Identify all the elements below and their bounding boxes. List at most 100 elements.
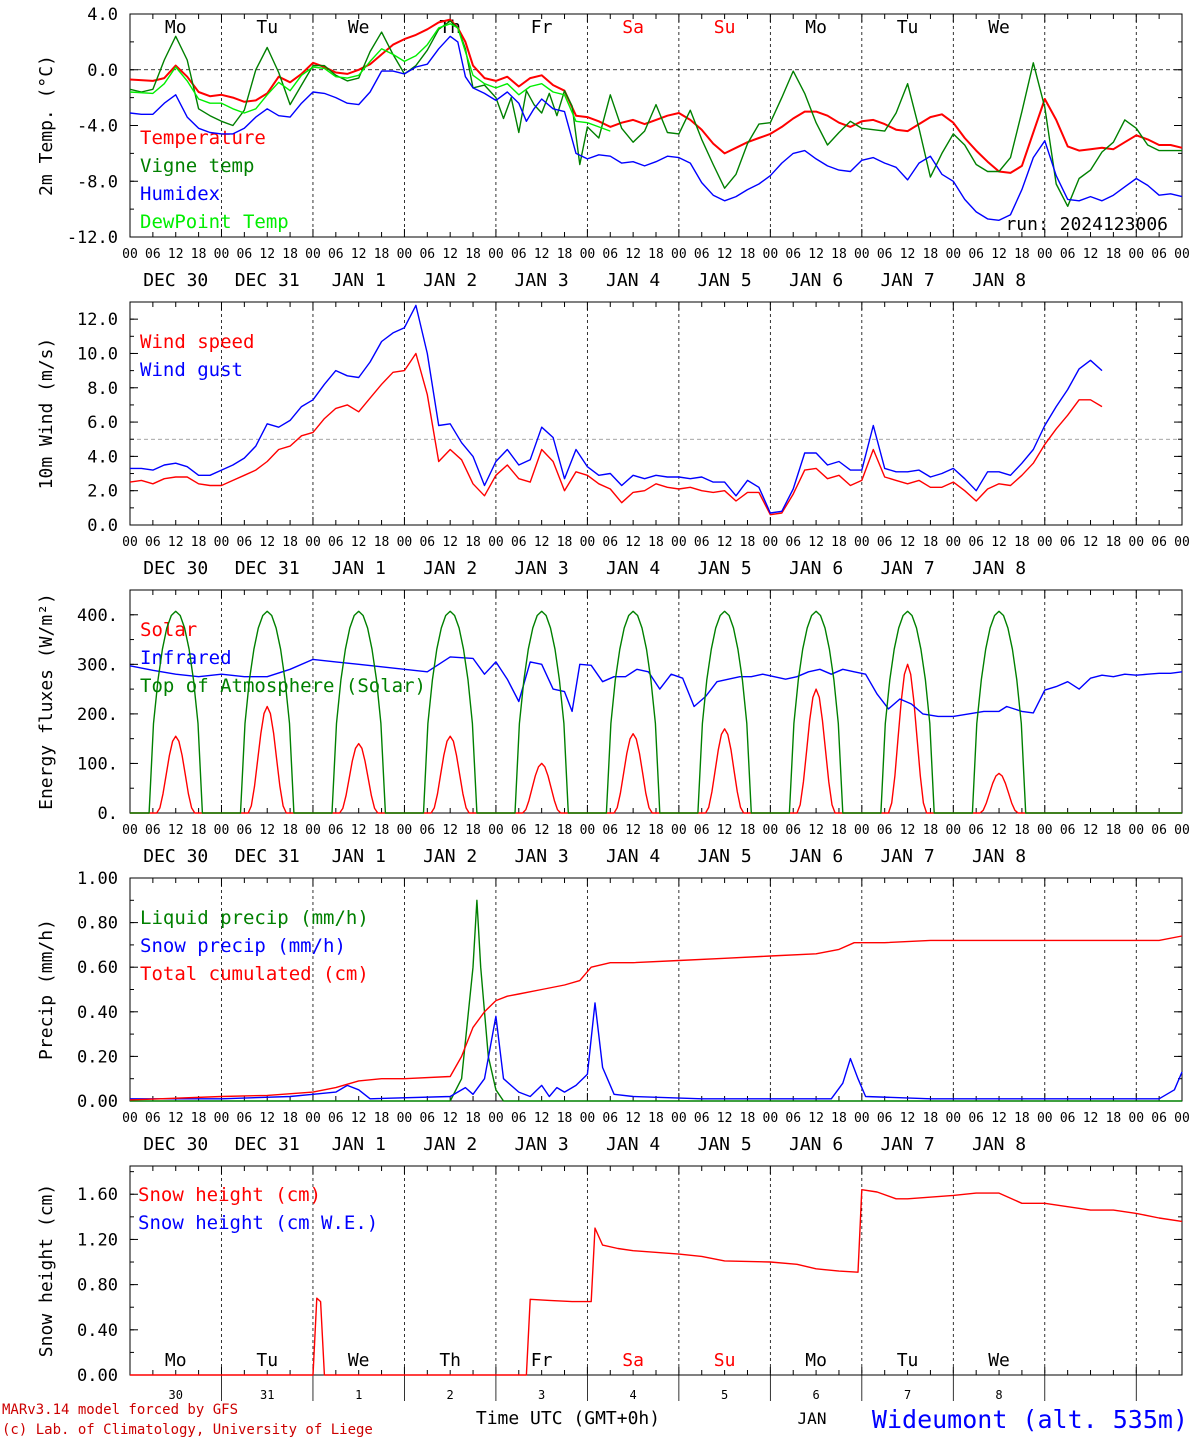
date-label: JAN 6	[789, 270, 843, 291]
hour-label: 12	[717, 535, 733, 550]
hour-label: 12	[991, 535, 1007, 550]
hour-label: 06	[602, 535, 618, 550]
hour-label: 00	[488, 1111, 504, 1126]
legend-entry: Infrared	[140, 647, 232, 669]
y-tick-label: 12.0	[77, 310, 118, 330]
x-axis-label: Time UTC (GMT+0h)	[476, 1408, 660, 1429]
day-label: Tu	[256, 17, 278, 38]
y-tick-label: 0.00	[77, 1092, 118, 1112]
hour-label: 06	[694, 247, 710, 262]
hour-label: 12	[168, 823, 184, 838]
hour-label: 06	[1060, 535, 1076, 550]
hour-label: 12	[625, 823, 641, 838]
snow-date-number: 6	[812, 1388, 819, 1402]
hour-label: 18	[831, 823, 847, 838]
hour-label: 12	[900, 535, 916, 550]
date-label: JAN 5	[698, 270, 752, 291]
legend-entry: Total cumulated (cm)	[140, 963, 369, 985]
date-label: JAN 6	[789, 1134, 843, 1155]
hour-label: 00	[1174, 247, 1190, 262]
hour-label: 06	[785, 535, 801, 550]
hour-label: 00	[671, 823, 687, 838]
hour-label: 00	[1037, 247, 1053, 262]
hour-label: 12	[442, 247, 458, 262]
date-label: JAN 1	[332, 846, 386, 867]
y-axis-label: Energy fluxes (W/m²)	[36, 593, 57, 810]
hour-label: 00	[854, 535, 870, 550]
hour-label: 18	[374, 247, 390, 262]
hour-label: 12	[1083, 535, 1099, 550]
hour-label: 06	[1151, 1111, 1167, 1126]
hour-label: 00	[763, 823, 779, 838]
hour-label: 00	[763, 535, 779, 550]
y-tick-label: 4.0	[87, 5, 118, 25]
hour-label: 18	[1106, 1111, 1122, 1126]
hour-label: 12	[991, 823, 1007, 838]
hour-label: 18	[282, 823, 298, 838]
y-axis-label: Snow height (cm)	[36, 1184, 57, 1357]
hour-label: 00	[488, 823, 504, 838]
hour-label: 12	[351, 535, 367, 550]
hour-label: 12	[625, 1111, 641, 1126]
hour-label: 06	[1151, 823, 1167, 838]
hour-label: 12	[168, 247, 184, 262]
y-tick-label: 4.0	[87, 447, 118, 467]
date-label: JAN 2	[423, 270, 477, 291]
station-label: Wideumont (alt. 535m)	[872, 1405, 1188, 1434]
day-label: Tu	[256, 1350, 278, 1371]
snow-date-number: 2	[447, 1388, 454, 1402]
y-tick-label: 1.20	[77, 1230, 118, 1250]
hour-label: 06	[145, 535, 161, 550]
hour-label: 12	[900, 1111, 916, 1126]
day-label: Su	[714, 17, 736, 38]
hour-label: 12	[259, 535, 275, 550]
date-label: JAN 8	[972, 1134, 1026, 1155]
date-label: JAN 4	[606, 558, 660, 579]
y-tick-label: 1.60	[77, 1185, 118, 1205]
hour-label: 18	[923, 1111, 939, 1126]
legend-entry: Wind gust	[140, 359, 243, 381]
hour-label: 06	[1151, 535, 1167, 550]
hour-label: 00	[1128, 247, 1144, 262]
hour-label: 18	[1014, 1111, 1030, 1126]
hour-label: 18	[282, 535, 298, 550]
snow-date-number: 1	[355, 1388, 362, 1402]
y-axis-label: Precip (mm/h)	[36, 919, 57, 1060]
hour-label: 18	[923, 247, 939, 262]
series-line-green	[130, 899, 1182, 1102]
hour-label: 06	[419, 1111, 435, 1126]
hour-label: 06	[237, 1111, 253, 1126]
hour-label: 00	[122, 823, 138, 838]
date-label: JAN 1	[332, 1134, 386, 1155]
hour-label: 18	[648, 1111, 664, 1126]
hour-label: 06	[145, 1111, 161, 1126]
hour-label: 06	[602, 247, 618, 262]
day-label: Mo	[165, 1350, 187, 1371]
y-tick-label: 8.0	[87, 379, 118, 399]
hour-label: 06	[785, 247, 801, 262]
date-label: DEC 31	[235, 1134, 300, 1155]
hour-label: 00	[671, 1111, 687, 1126]
hour-label: 18	[740, 823, 756, 838]
hour-label: 00	[122, 247, 138, 262]
hour-label: 06	[145, 247, 161, 262]
legend-entry: Humidex	[140, 183, 220, 205]
hour-label: 06	[694, 1111, 710, 1126]
hour-label: 06	[328, 1111, 344, 1126]
hour-label: 00	[214, 535, 230, 550]
hour-label: 00	[214, 823, 230, 838]
series-line-red	[129, 352, 1103, 516]
hour-label: 12	[534, 247, 550, 262]
y-tick-label: 10.0	[77, 344, 118, 364]
hour-label: 12	[717, 1111, 733, 1126]
hour-label: 06	[145, 823, 161, 838]
date-label: JAN 1	[332, 270, 386, 291]
series-line-red	[130, 1188, 1183, 1376]
y-tick-label: 300.	[77, 655, 118, 675]
series-line-green	[129, 20, 1182, 208]
hour-label: 06	[877, 1111, 893, 1126]
run-label: run: 2024123006	[1005, 214, 1168, 235]
date-label: DEC 30	[143, 270, 208, 291]
